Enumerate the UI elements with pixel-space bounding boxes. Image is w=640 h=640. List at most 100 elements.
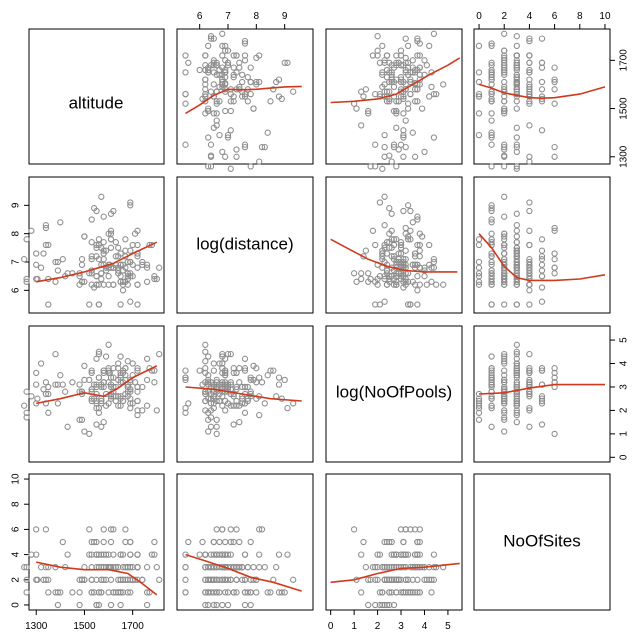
scatter-point [151, 379, 158, 386]
scatter-point [386, 589, 393, 596]
scatter-point [256, 411, 263, 419]
scatter-point [365, 576, 372, 583]
scatter-point [421, 57, 428, 64]
scatter-point [205, 576, 212, 583]
scatter-point [250, 105, 257, 112]
scatter-point [207, 551, 215, 558]
scatter-point [134, 407, 141, 414]
scatter-point [360, 253, 367, 260]
scatter-point [488, 98, 495, 105]
scatter-point [90, 205, 98, 212]
scatter-point [374, 551, 381, 558]
scatter-point [404, 42, 412, 50]
scatter-point [247, 376, 254, 384]
tick-label-noofsites: 0 [476, 11, 482, 22]
scatter-point [241, 37, 249, 45]
scatter-point [81, 362, 88, 370]
scatter-point [119, 551, 127, 558]
scatter-point [501, 193, 508, 200]
scatter-point [395, 564, 402, 571]
scatter-point [139, 261, 146, 268]
scatter-point [428, 278, 435, 285]
scatter-point [134, 301, 141, 308]
scatter-point [409, 278, 416, 285]
scatter-point [501, 107, 508, 115]
scatter-point [501, 278, 508, 285]
scatter-point [501, 407, 508, 414]
scatter-point [390, 236, 398, 243]
scatter-point [151, 538, 158, 546]
scatter-point [513, 59, 520, 66]
scatter-point [365, 107, 372, 115]
scatter-point [397, 93, 405, 100]
scatter-point [124, 564, 131, 571]
scatter-point [59, 538, 66, 546]
scatter-point [105, 551, 112, 558]
scatter-point [227, 350, 234, 358]
scatter-point [210, 538, 217, 546]
scatter-point [400, 131, 407, 139]
scatter-point [513, 383, 520, 391]
scatter-point [372, 564, 379, 571]
scatter-point [134, 264, 141, 271]
scatter-point [390, 64, 398, 71]
scatter-point [379, 42, 386, 50]
scatter-point [151, 273, 158, 280]
scatter-point [513, 165, 520, 172]
scatter-point [513, 281, 520, 288]
scatter-point [95, 601, 103, 609]
scatter-point [393, 163, 400, 170]
scatter-point [513, 409, 520, 416]
scatter-point [236, 402, 243, 409]
scatter-point [100, 379, 107, 386]
scatter-point [253, 54, 260, 62]
scatter-point [526, 241, 533, 249]
scatter-point [207, 414, 215, 421]
scatter-point [395, 59, 402, 66]
scatter-point [202, 576, 209, 583]
scatter-point [54, 589, 62, 596]
scatter-point [207, 379, 215, 386]
scatter-point [233, 153, 240, 160]
scatter-point [107, 244, 115, 251]
scatter-point [267, 367, 274, 374]
scatter-point [124, 576, 131, 583]
scatter-point [202, 589, 209, 596]
scatter-point [219, 601, 226, 609]
scatter-point [93, 355, 100, 362]
scatter-point [117, 353, 124, 360]
scatter-point [230, 64, 237, 71]
scatter-point [350, 270, 358, 277]
scatter-point [21, 256, 28, 263]
scatter-point [390, 141, 398, 148]
scatter-point [233, 526, 240, 533]
scatter-point [78, 416, 86, 423]
scatter-point [230, 98, 237, 105]
scatter-point [538, 393, 546, 400]
scatter-point [513, 411, 520, 419]
scatter-point [253, 81, 260, 88]
scatter-point [538, 35, 546, 42]
scatter-point [236, 59, 243, 66]
scatter-point [369, 564, 377, 571]
panel-marks-log-distance-vs-altitude [182, 30, 302, 172]
scatter-point [400, 538, 407, 546]
scatter-point [107, 381, 115, 388]
scatter-point [219, 81, 226, 88]
scatter-point [538, 395, 546, 402]
scatter-point [414, 301, 421, 308]
scatter-point [501, 414, 508, 421]
scatter-point [185, 538, 192, 546]
scatter-point [205, 372, 212, 379]
scatter-point [400, 110, 407, 117]
scatter-point [202, 90, 209, 98]
scatter-point [386, 59, 393, 66]
scatter-point [404, 589, 412, 596]
scatter-point [386, 98, 393, 105]
scatter-point [23, 278, 30, 285]
scatter-point [33, 526, 40, 533]
scatter-point [526, 388, 533, 395]
tick-label-log-distance: 9 [11, 202, 22, 208]
scatter-point [488, 90, 495, 98]
